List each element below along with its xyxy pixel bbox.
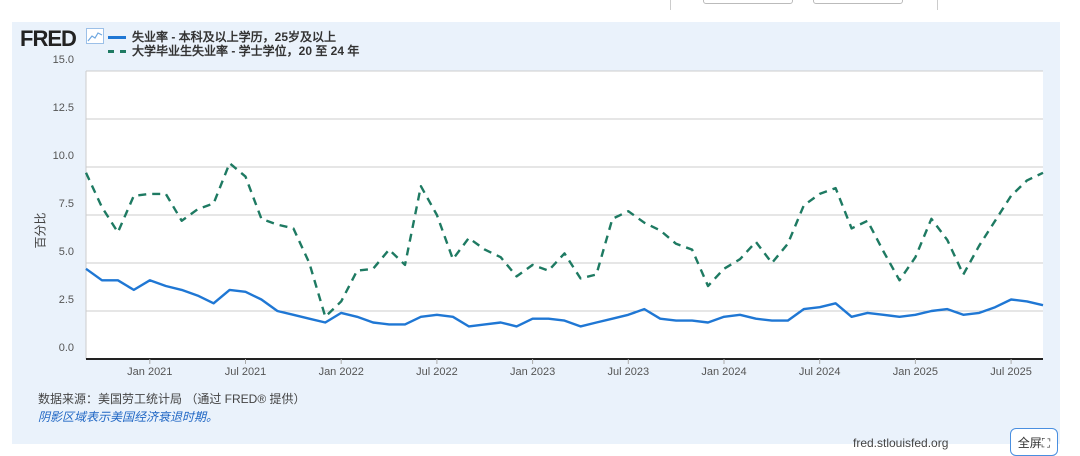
y-tick-label: 10.0 <box>53 150 74 162</box>
y-tick-label: 0.0 <box>59 342 74 354</box>
x-tick-label: Jul 2021 <box>225 366 267 378</box>
x-tick-label: Jan 2023 <box>510 366 555 378</box>
y-tick-label: 5.0 <box>59 246 74 258</box>
x-tick-label: Jan 2024 <box>701 366 746 378</box>
x-tick-label: Jul 2022 <box>416 366 458 378</box>
x-tick-label: Jan 2022 <box>319 366 364 378</box>
y-tick-label: 15.0 <box>53 54 74 66</box>
x-tick-label: Jul 2024 <box>799 366 841 378</box>
y-tick-label: 2.5 <box>59 294 74 306</box>
x-tick-label: Jan 2025 <box>893 366 938 378</box>
y-tick-label: 12.5 <box>53 102 74 114</box>
y-tick-label: 7.5 <box>59 198 74 210</box>
x-tick-label: Jul 2023 <box>608 366 650 378</box>
x-tick-label: Jan 2021 <box>127 366 172 378</box>
x-tick-label: Jul 2025 <box>990 366 1032 378</box>
